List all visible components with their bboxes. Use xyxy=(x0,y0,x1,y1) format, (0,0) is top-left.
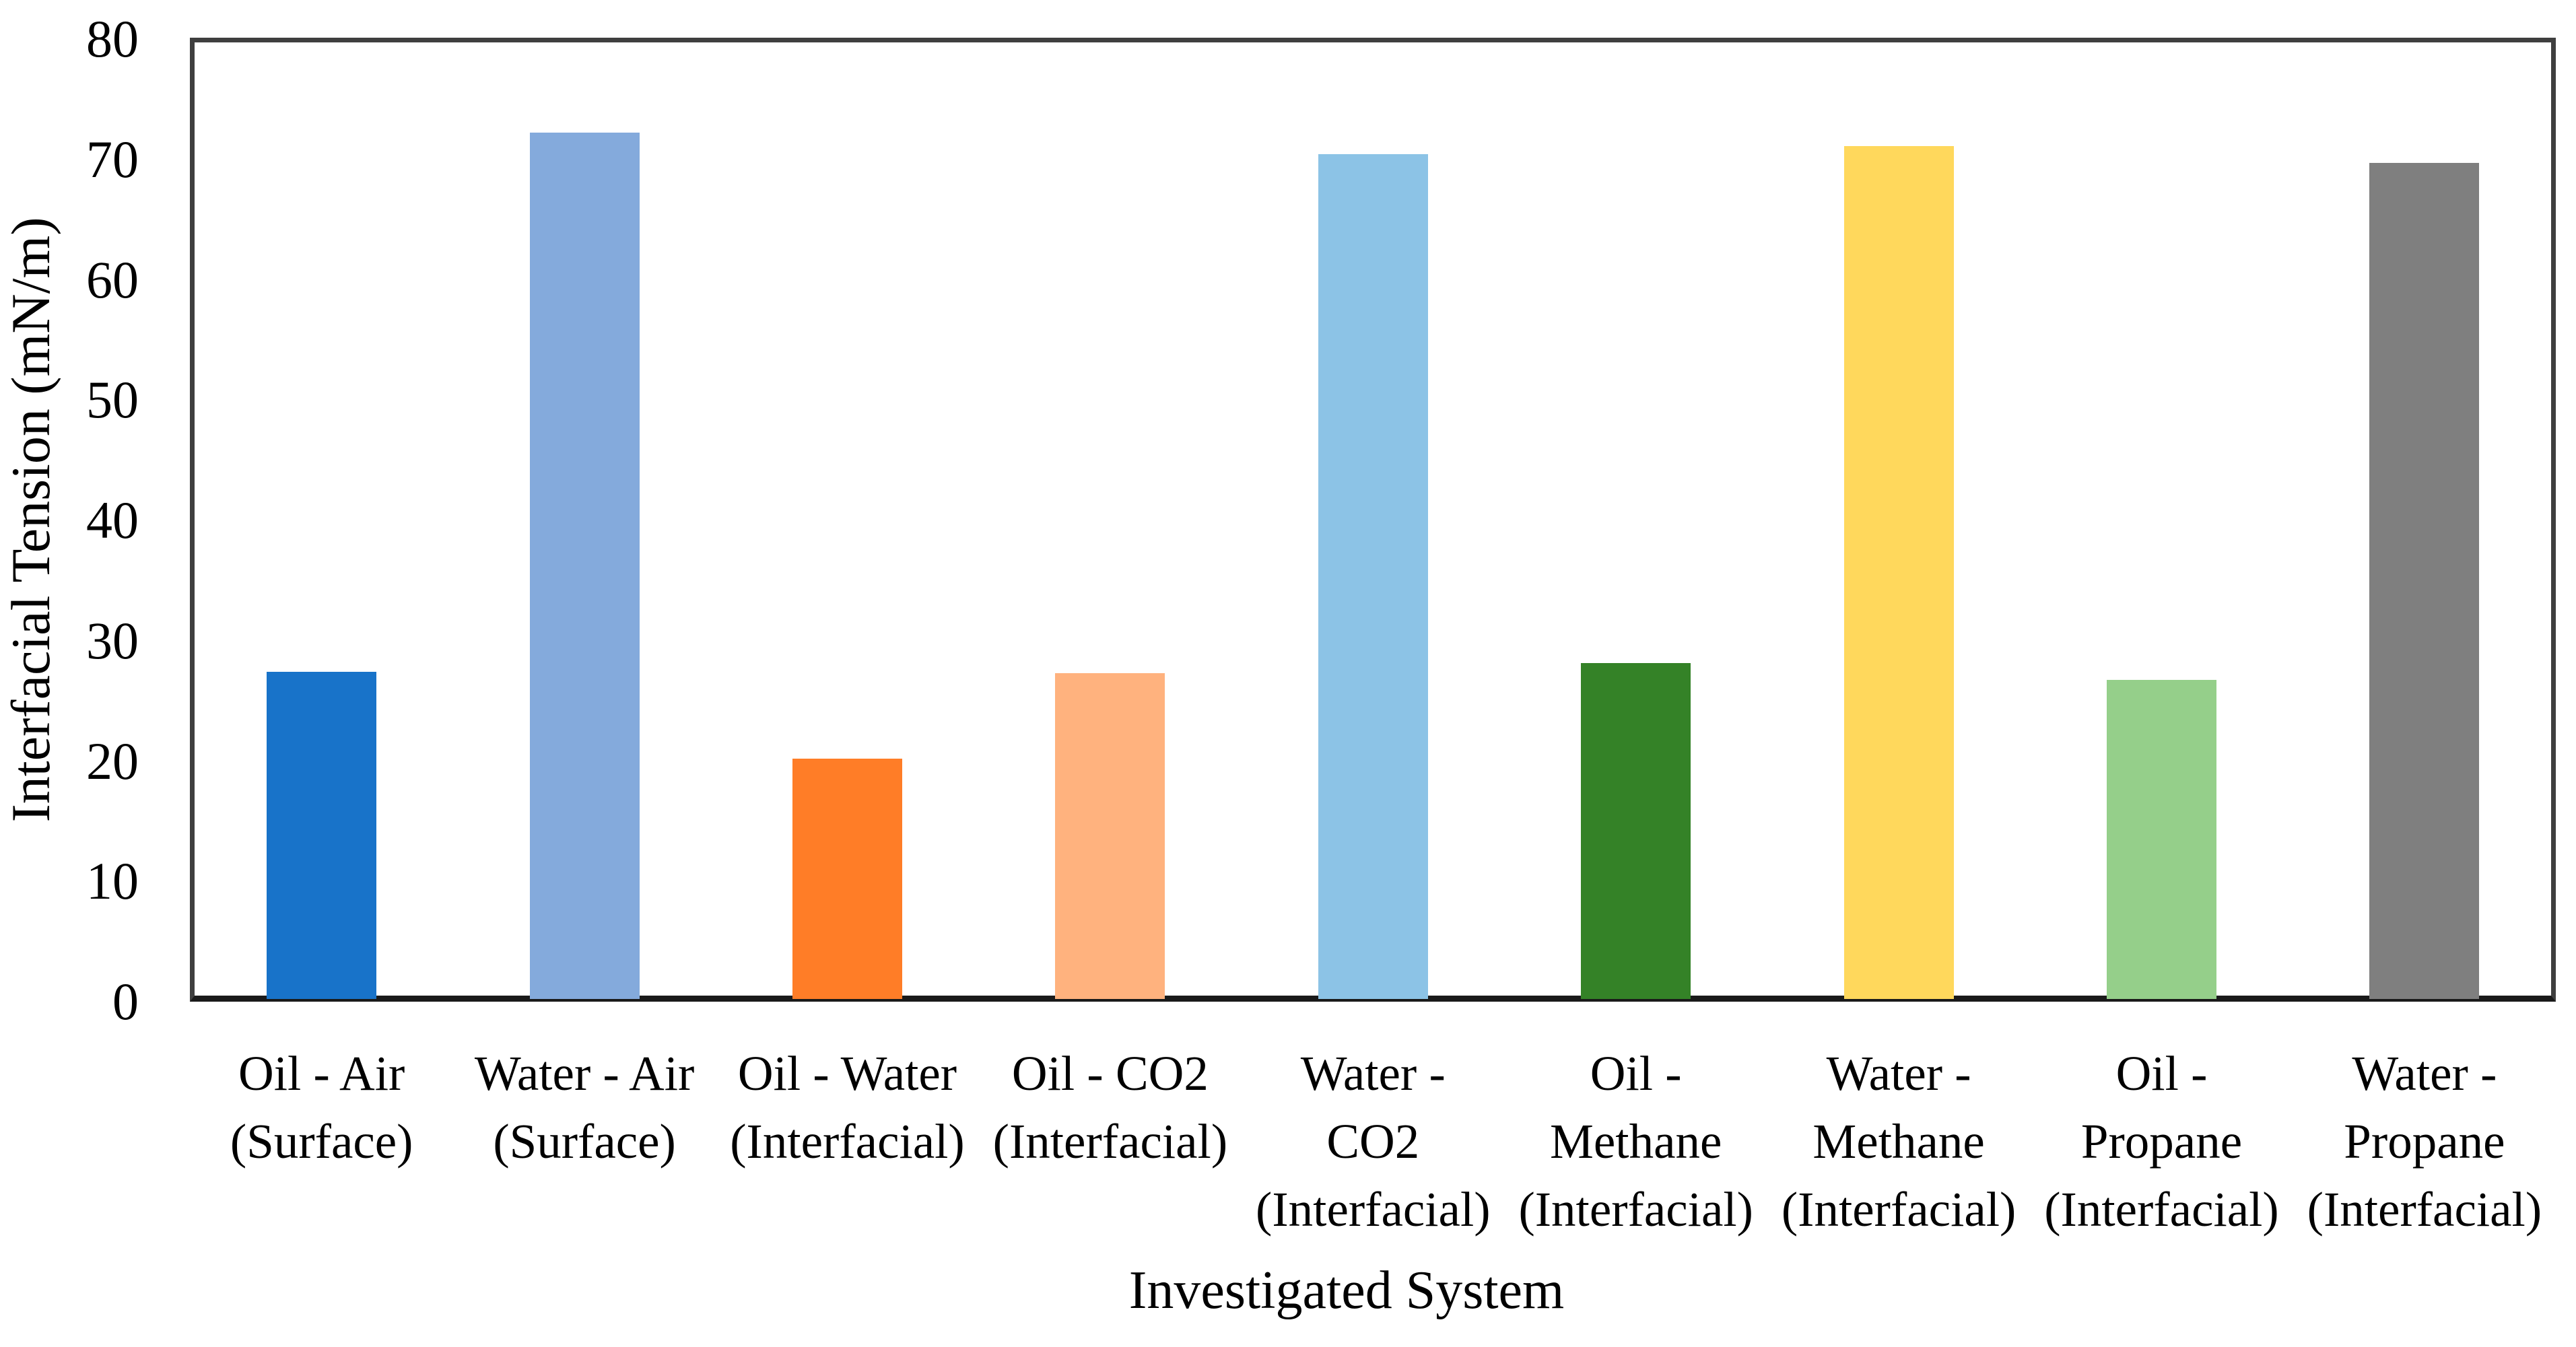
bar-oil-methane-interfacial xyxy=(1581,663,1691,999)
x-category-label-water-air-surface: Water - Air (Surface) xyxy=(475,1039,695,1175)
x-category-label-line: (Interfacial) xyxy=(2307,1182,2542,1237)
y-tick-label-80: 80 xyxy=(86,9,139,68)
x-category-label-line: Oil - Water xyxy=(737,1046,957,1101)
bar-oil-air-surface xyxy=(267,671,377,999)
y-tick-label-70: 70 xyxy=(86,129,139,188)
x-category-label-water-co2-interfacial: Water - CO2 (Interfacial) xyxy=(1256,1039,1491,1243)
x-category-label-line: (Surface) xyxy=(493,1114,676,1169)
bar-water-air-surface xyxy=(529,133,640,999)
x-category-label-line: Oil - Air xyxy=(238,1046,405,1101)
y-tick-label-30: 30 xyxy=(86,611,139,670)
x-category-label-line: Water - xyxy=(2352,1046,2497,1101)
y-tick-label-0: 0 xyxy=(112,972,139,1031)
x-category-label-line: Water - xyxy=(1826,1046,1971,1101)
x-category-label-water-propane-interfacial: Water - Propane (Interfacial) xyxy=(2307,1039,2542,1243)
bar-oil-propane-interfacial xyxy=(2107,680,2216,999)
bar-water-co2-interfacial xyxy=(1318,154,1428,999)
x-category-label-water-methane-interfacial: Water - Methane (Interfacial) xyxy=(1782,1039,2016,1243)
x-category-label-line: Propane xyxy=(2080,1114,2243,1169)
x-category-label-line: (Interfacial) xyxy=(730,1114,965,1169)
x-category-label-line: (Interfacial) xyxy=(1781,1182,2016,1237)
x-category-label-oil-methane-interfacial: Oil - Methane (Interfacial) xyxy=(1518,1039,1753,1243)
x-category-label-line: Water - xyxy=(1300,1046,1446,1101)
x-category-label-line: Oil - xyxy=(1590,1046,1682,1101)
x-category-label-oil-water-interfacial: Oil - Water (Interfacial) xyxy=(730,1039,965,1175)
x-category-label-line: (Surface) xyxy=(230,1114,413,1169)
x-category-label-line: Oil - CO2 xyxy=(1011,1046,1209,1101)
y-tick-label-40: 40 xyxy=(86,491,139,549)
x-category-label-line: Methane xyxy=(1812,1114,1985,1169)
y-tick-label-50: 50 xyxy=(86,370,139,429)
bar-water-propane-interfacial xyxy=(2369,162,2480,999)
x-category-label-line: (Interfacial) xyxy=(2044,1182,2279,1237)
y-tick-label-60: 60 xyxy=(86,250,139,309)
y-tick-label-10: 10 xyxy=(86,852,139,911)
x-category-label-line: Water - Air xyxy=(474,1046,695,1101)
bar-oil-water-interfacial xyxy=(792,758,902,999)
x-category-label-line: (Interfacial) xyxy=(992,1114,1228,1169)
x-category-label-line: (Interfacial) xyxy=(1518,1182,1753,1237)
x-category-label-line: (Interfacial) xyxy=(1256,1182,1491,1237)
x-category-label-line: Methane xyxy=(1549,1114,1722,1169)
x-category-label-oil-propane-interfacial: Oil - Propane (Interfacial) xyxy=(2044,1039,2279,1243)
x-category-label-line: Oil - xyxy=(2115,1046,2208,1101)
x-axis-title: Investigated System xyxy=(1128,1261,1565,1320)
y-tick-label-20: 20 xyxy=(86,731,139,790)
x-category-label-line: CO2 xyxy=(1326,1114,1420,1169)
bar-oil-co2-interfacial xyxy=(1055,672,1165,999)
x-category-label-oil-air-surface: Oil - Air (Surface) xyxy=(230,1039,413,1175)
bar-water-methane-interfacial xyxy=(1843,145,1954,999)
x-category-label-oil-co2-interfacial: Oil - CO2 (Interfacial) xyxy=(993,1039,1228,1175)
x-category-label-line: Propane xyxy=(2344,1114,2505,1169)
